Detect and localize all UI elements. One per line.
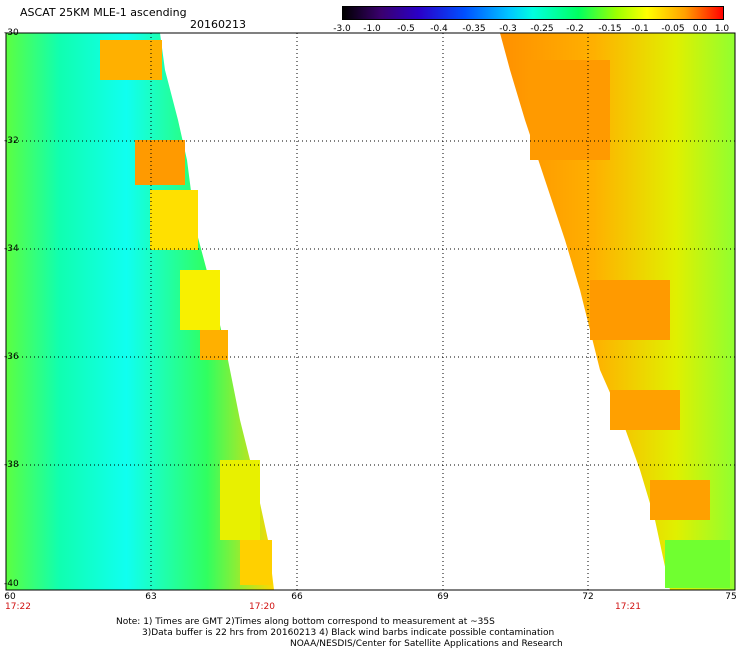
lon-label: 72 (582, 592, 594, 602)
cbar-tick: -0.1 (631, 24, 649, 34)
note-line-2: 3)Data buffer is 22 hrs from 20160213 4)… (142, 628, 555, 638)
time-label: 17:21 (615, 602, 641, 612)
left-swath (6, 33, 274, 590)
lon-label: 60 (4, 592, 16, 602)
cbar-tick: -0.5 (397, 24, 415, 34)
cbar-tick: -3.0 (333, 24, 351, 34)
cbar-tick: -0.15 (598, 24, 622, 34)
lat-label: -32 (4, 136, 19, 146)
lon-label: 75 (725, 592, 737, 602)
map-frame (5, 32, 736, 591)
cbar-tick: -0.2 (566, 24, 584, 34)
time-label: 17:20 (249, 602, 275, 612)
lat-label: -38 (4, 460, 19, 470)
note-line-3: NOAA/NESDIS/Center for Satellite Applica… (290, 639, 563, 649)
map-date: 20160213 (190, 18, 246, 31)
right-swath-highlights (530, 60, 730, 588)
cbar-tick: -1.0 (363, 24, 381, 34)
graticule (6, 33, 735, 590)
time-label: 17:22 (5, 602, 31, 612)
cbar-tick: -0.3 (499, 24, 517, 34)
lat-label: -30 (4, 28, 19, 38)
color-scale-ticks: -3.0 -1.0 -0.5 -0.4 -0.35 -0.3 -0.25 -0.… (330, 24, 735, 38)
color-scale-bar (342, 6, 724, 20)
lon-label: 69 (437, 592, 449, 602)
cbar-tick: 0.0 (692, 24, 708, 34)
cbar-tick: -0.4 (430, 24, 448, 34)
cbar-tick: -0.05 (661, 24, 685, 34)
lat-label: -36 (4, 352, 19, 362)
left-swath-highlights (100, 40, 272, 585)
lat-label: -34 (4, 244, 19, 254)
map-title: ASCAT 25KM MLE-1 ascending (20, 6, 187, 19)
cbar-tick: 1.0 (714, 24, 730, 34)
note-line-1: Note: 1) Times are GMT 2)Times along bot… (116, 617, 495, 627)
cbar-tick: -0.25 (530, 24, 554, 34)
lon-label: 66 (291, 592, 303, 602)
lat-label: -40 (4, 579, 19, 589)
cbar-tick: -0.35 (462, 24, 486, 34)
lon-label: 63 (145, 592, 157, 602)
